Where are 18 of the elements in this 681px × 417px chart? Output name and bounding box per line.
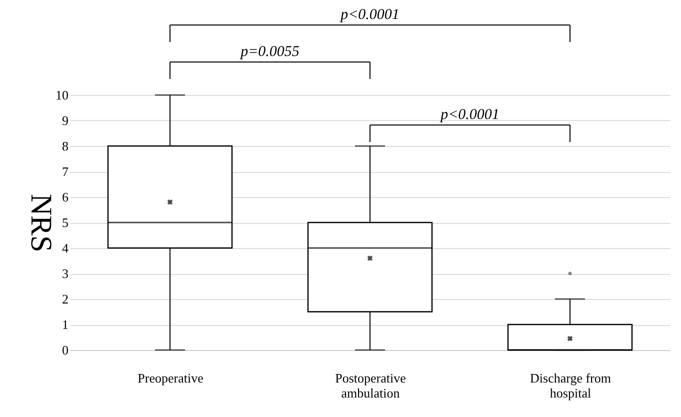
- text: p=0.0055: [240, 44, 300, 60]
- annotation: p<0.0001: [440, 107, 500, 123]
- y-tick-label: 5: [62, 215, 68, 230]
- y-tick-label: 2: [62, 292, 68, 306]
- y-tick-label: 10: [56, 88, 68, 102]
- y-axis-title: NRS: [24, 194, 58, 252]
- x-tick-label: Preoperative: [138, 370, 204, 386]
- y-tick-label: 7: [62, 164, 69, 179]
- text: p<0.0001: [340, 7, 400, 23]
- y-tick-label: 0: [62, 342, 68, 358]
- y-tick-label: 4: [62, 240, 69, 256]
- x-tick-label: Discharge from hospital: [530, 370, 611, 400]
- x-tick-label: Postoperative ambulation: [335, 370, 406, 400]
- y-tick-label: 6: [62, 190, 69, 204]
- y-tick-label: 1: [62, 317, 68, 332]
- y-tick-label: 9: [62, 113, 68, 128]
- y-tick-label: 8: [62, 138, 68, 154]
- y-tick-label: 3: [62, 266, 68, 281]
